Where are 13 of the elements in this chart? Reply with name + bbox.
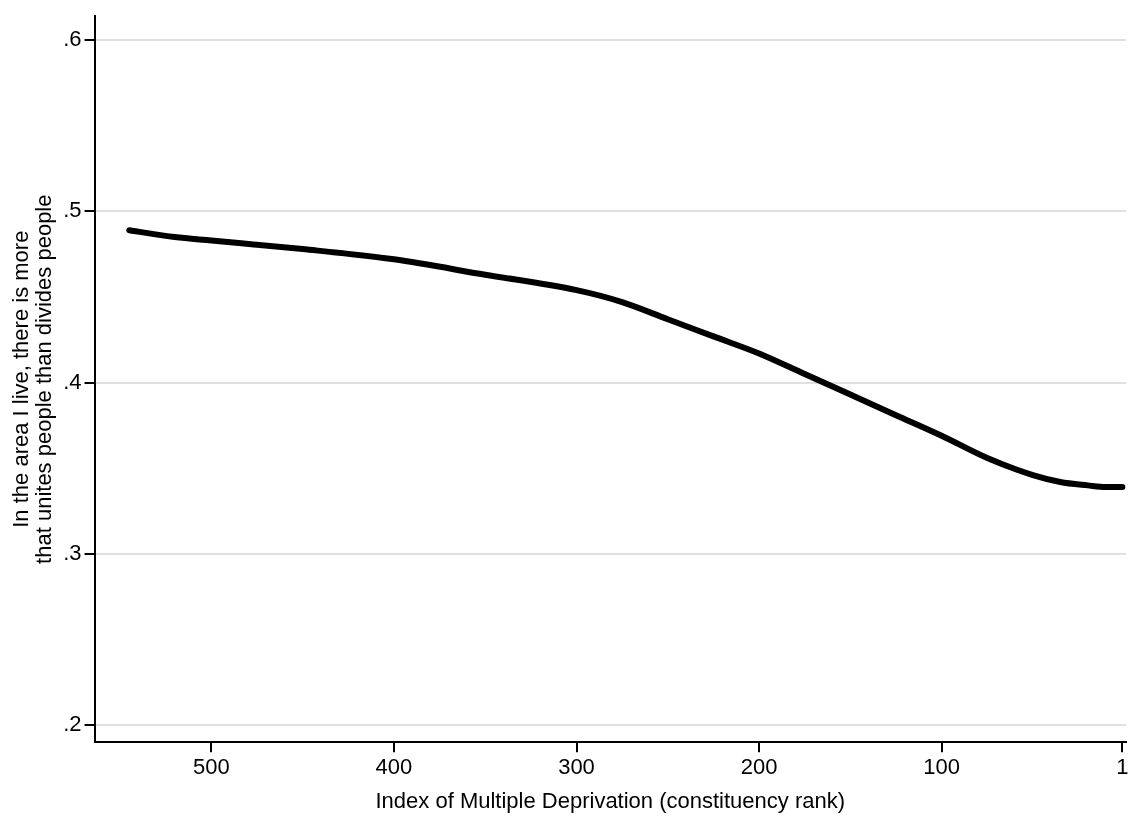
x-tick-label: 100 [923, 754, 960, 780]
y-tick-label: .6 [63, 26, 82, 52]
x-tick-label: 500 [193, 754, 230, 780]
y-axis-title: In the area I live, there is more that unites people than divides people [7, 194, 56, 564]
x-tick-label: 200 [740, 754, 778, 780]
x-tick-label: 400 [375, 754, 413, 780]
x-axis-title: Index of Multiple Deprivation (constituency rank) [375, 787, 846, 813]
y-tick-label: .4 [63, 368, 82, 394]
x-tick-label: 300 [558, 754, 595, 780]
y-tick-label: .2 [63, 711, 82, 737]
y-tick-label: .5 [63, 197, 82, 223]
y-tick-label: .3 [63, 539, 82, 565]
x-tick-label: 1 [1116, 754, 1129, 780]
